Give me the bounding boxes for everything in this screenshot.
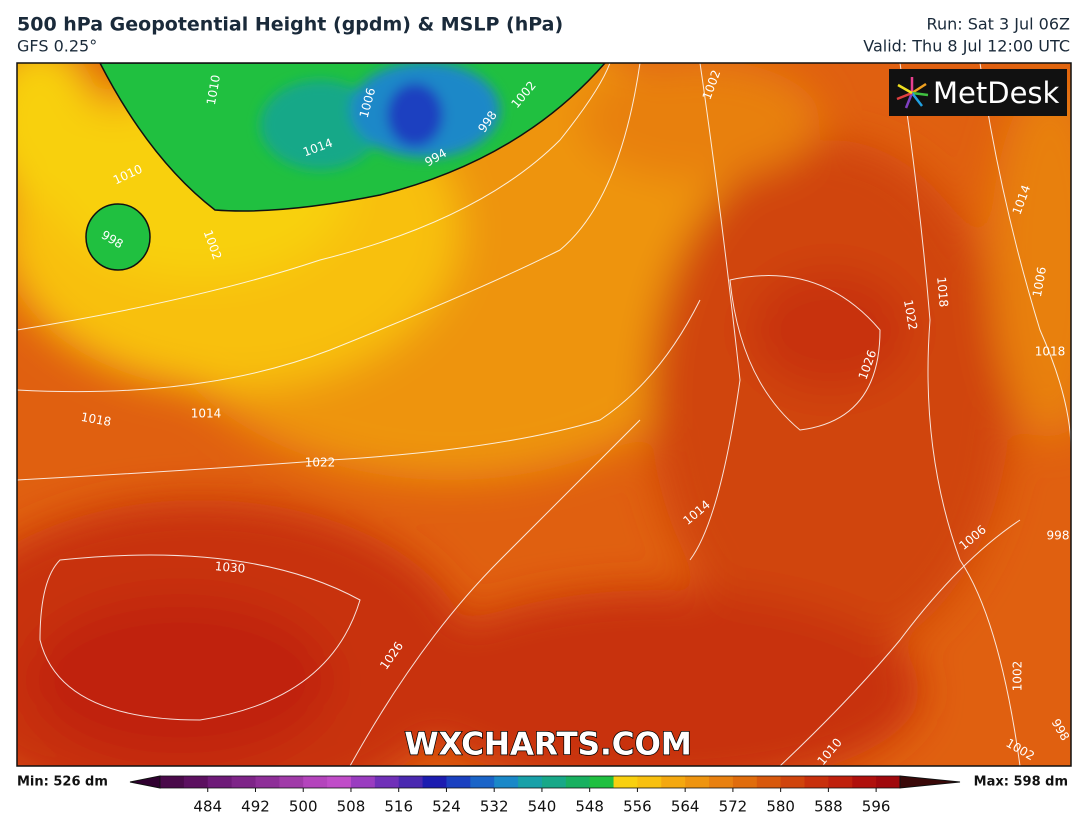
colorbar-segment bbox=[279, 776, 304, 788]
colorbar-segment bbox=[422, 776, 447, 788]
colorbar-segment bbox=[255, 776, 280, 788]
colorbar-segment bbox=[685, 776, 710, 788]
valid: Valid: Thu 8 Jul 12:00 UTC bbox=[863, 37, 1070, 56]
title: 500 hPa Geopotential Height (gpdm) & MSL… bbox=[17, 14, 563, 36]
colorbar-tick-label: 500 bbox=[289, 798, 318, 816]
colorbar-segment bbox=[160, 776, 185, 788]
logo-icon bbox=[896, 77, 929, 109]
colorbar-segment bbox=[398, 776, 424, 788]
colorbar-tick-label: 596 bbox=[862, 798, 891, 816]
colorbar-segment bbox=[852, 776, 877, 788]
colorbar-segment bbox=[518, 776, 543, 788]
watermark: WXCHARTS.COM bbox=[404, 727, 691, 763]
colorbar-tick-label: 556 bbox=[623, 798, 652, 816]
colorbar-tick-label: 580 bbox=[766, 798, 795, 816]
colorbar-segment bbox=[637, 776, 662, 788]
colorbar-segment bbox=[494, 776, 519, 788]
contour-label: 1006 bbox=[1030, 266, 1049, 299]
colorbar-tick-label: 484 bbox=[193, 798, 222, 816]
contour-label: 1010 bbox=[204, 74, 223, 107]
contour-label: 1022 bbox=[305, 456, 336, 470]
colorbar-tick-label: 588 bbox=[814, 798, 843, 816]
contour-label: 1030 bbox=[214, 559, 246, 576]
colorbar-segment bbox=[709, 776, 734, 788]
contour-label: 1018 bbox=[934, 276, 951, 308]
colorbar-tick-label: 540 bbox=[528, 798, 557, 816]
logo-text: MetDesk bbox=[933, 76, 1060, 110]
contour-label: 1014 bbox=[191, 407, 222, 421]
map-frame bbox=[16, 62, 1072, 767]
colorbar-segment bbox=[207, 776, 233, 788]
contour-label: 1002 bbox=[1011, 661, 1025, 692]
colorbar-tick-label: 524 bbox=[432, 798, 461, 816]
run: Run: Sat 3 Jul 06Z bbox=[927, 15, 1070, 34]
colorbar-tick-label: 508 bbox=[337, 798, 366, 816]
colorbar-tick-label: 532 bbox=[480, 798, 509, 816]
contour-label: 1018 bbox=[80, 410, 113, 429]
colorbar-segment bbox=[589, 776, 615, 788]
colorbar-low bbox=[129, 775, 161, 789]
contour-label: 1022 bbox=[901, 299, 920, 332]
colorbar-tick-label: 564 bbox=[671, 798, 700, 816]
colorbar-segment bbox=[350, 776, 376, 788]
colorbar-segment bbox=[327, 776, 352, 788]
colorbar-segment bbox=[804, 776, 829, 788]
colorbar-segment bbox=[876, 776, 901, 788]
colorbar-segment bbox=[470, 776, 495, 788]
colorbar-tick-label: 492 bbox=[241, 798, 270, 816]
colorbar-segment bbox=[374, 776, 400, 788]
colorbar-tick-label: 516 bbox=[384, 798, 413, 816]
colorbar-segment bbox=[613, 776, 638, 788]
contour-label: 1018 bbox=[1035, 345, 1066, 359]
colorbar-segment bbox=[756, 776, 782, 788]
colorbar-segment bbox=[303, 776, 328, 788]
colorbar-segment bbox=[780, 776, 806, 788]
colorbar-tick-label: 548 bbox=[575, 798, 604, 816]
colorbar-segment bbox=[446, 776, 471, 788]
model: GFS 0.25° bbox=[17, 37, 97, 56]
colorbar-frame bbox=[159, 775, 901, 789]
colorbar-segment bbox=[231, 776, 256, 788]
colorbar-segment bbox=[183, 776, 209, 788]
colorbar-high bbox=[899, 775, 961, 789]
colorbar-segment bbox=[828, 776, 853, 788]
colorbar-tick-label: 572 bbox=[719, 798, 748, 816]
legend-max: Max: 598 dm bbox=[974, 775, 1068, 790]
colorbar-segment bbox=[565, 776, 591, 788]
contour-label: 998 bbox=[1047, 529, 1070, 543]
logo-box bbox=[889, 69, 1067, 116]
colorbar-segment bbox=[661, 776, 686, 788]
colorbar-segment bbox=[732, 776, 758, 788]
colorbar-segment bbox=[541, 776, 567, 788]
legend-min: Min: 526 dm bbox=[17, 775, 108, 790]
